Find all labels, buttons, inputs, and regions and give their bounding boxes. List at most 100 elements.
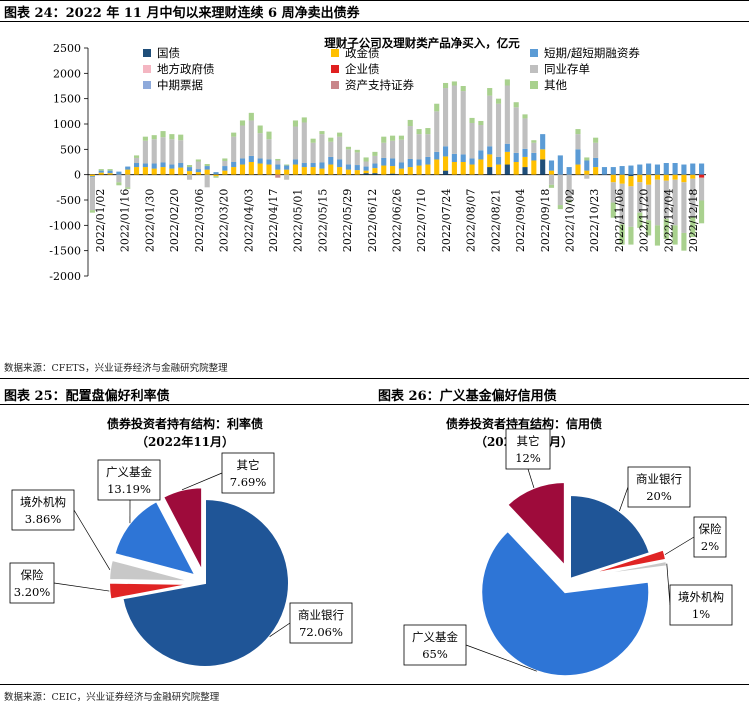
- bar-segment: [107, 169, 113, 171]
- bar-segment: [257, 163, 263, 175]
- pie-label-name: 保险: [21, 568, 44, 582]
- x-tick-label: 2022/01/02: [94, 189, 107, 252]
- bar-segment: [478, 159, 484, 175]
- bottom-header-bottom-rule: [0, 404, 749, 405]
- bar-segment: [593, 157, 599, 168]
- x-tick-label: 2022/03/20: [218, 189, 231, 252]
- x-tick-label: 2022/01/30: [143, 189, 156, 252]
- bar-segment: [275, 158, 281, 161]
- bar-segment: [469, 117, 475, 123]
- bar-segment: [407, 158, 413, 168]
- bar-segment: [522, 167, 528, 175]
- pie-label-box: [403, 624, 467, 666]
- x-tick-label: 2022/05/01: [292, 189, 305, 252]
- x-tick-label: 2022/09/18: [539, 189, 552, 252]
- bar-segment: [672, 179, 678, 226]
- pie-leader-line: [181, 472, 223, 491]
- bar-segment: [610, 174, 616, 183]
- bar-segment: [672, 163, 678, 175]
- x-tick-label: 2022/03/06: [193, 189, 206, 252]
- bottom-header-top-rule: [0, 378, 749, 379]
- x-tick-label: 2022/06/26: [391, 189, 404, 252]
- figure-24-header: 图表 24：2022 年 11 月中旬以来理财连续 6 周净卖出债券: [0, 0, 749, 24]
- bar-segment: [504, 85, 510, 144]
- bar-segment: [513, 162, 519, 175]
- legend-label: 资产支持证券: [345, 78, 414, 92]
- bar-segment: [416, 165, 422, 175]
- bar-segment: [681, 182, 687, 233]
- x-tick-label: 2022/04/03: [242, 189, 255, 252]
- bar-segment: [310, 163, 316, 168]
- rate-bond-holder-pie-chart: 债券投资者持有结构：利率债 （2022年11月） 商业银行 72.06% 保险 3.20%…: [9, 416, 353, 668]
- bar-segment: [575, 149, 581, 165]
- bar-segment: [231, 136, 237, 162]
- bar-segment: [372, 173, 378, 175]
- y-tick-label: 0: [74, 169, 81, 182]
- bar-segment: [319, 168, 325, 175]
- bar-segment: [390, 135, 396, 141]
- pie-label-name: 商业银行: [298, 608, 344, 622]
- bar-segment: [646, 220, 652, 236]
- bar-segment: [478, 150, 484, 160]
- bar-segment: [584, 160, 590, 171]
- bar-segment: [504, 79, 510, 86]
- legend-swatch: [530, 49, 538, 57]
- legend-label: 其他: [544, 78, 567, 92]
- bar-segment: [178, 134, 184, 141]
- bar-segment: [398, 135, 404, 140]
- bar-segment: [487, 146, 493, 155]
- bar-segment: [699, 163, 705, 175]
- bar-segment: [504, 151, 510, 165]
- legend-entry: 政金债: [331, 46, 380, 60]
- bar-segment: [593, 137, 599, 143]
- bar-segment: [495, 98, 502, 104]
- bar-segment: [89, 174, 95, 177]
- figure-24-source: 数据来源：CFETS，兴业证券经济与金融研究院整理: [4, 363, 228, 374]
- y-tick-label: 1500: [53, 93, 81, 106]
- bar-segment: [142, 136, 148, 141]
- bar-segment: [213, 174, 219, 177]
- bar-segment: [363, 161, 369, 167]
- bar-segment: [266, 164, 272, 175]
- bar-segment: [160, 167, 166, 175]
- bar-segment: [522, 148, 528, 157]
- bar-segment: [407, 167, 413, 175]
- bar-segment: [204, 166, 210, 170]
- y-tick-label: -2000: [49, 270, 81, 283]
- bar-segment: [531, 142, 537, 153]
- bar-segment: [531, 160, 537, 175]
- legend-swatch: [143, 49, 151, 57]
- bar-segment: [116, 182, 122, 186]
- pie-label-box: [669, 584, 733, 626]
- bar-segment: [98, 170, 104, 173]
- bar-segment: [442, 82, 449, 89]
- bar-segment: [151, 139, 157, 164]
- bar-segment: [531, 152, 537, 161]
- x-tick-label: 2022/10/23: [588, 189, 601, 252]
- bar-segment: [699, 200, 705, 224]
- bar-segment: [398, 168, 404, 175]
- bar-segment: [557, 174, 563, 206]
- bar-segment: [442, 146, 449, 157]
- header-top-rule: [0, 0, 749, 1]
- pie-label-name: 其它: [237, 458, 260, 472]
- bar-segment: [169, 139, 175, 165]
- bar-segment: [292, 164, 299, 175]
- bar-segment: [487, 95, 493, 147]
- pie-slice: [569, 493, 652, 581]
- legend-entry: 同业存单: [530, 62, 590, 76]
- legend-label: 政金债: [345, 46, 380, 60]
- bar-segment: [275, 160, 281, 165]
- bar-segment: [345, 149, 352, 165]
- bar-segment: [628, 174, 634, 177]
- y-tick-label: 2500: [53, 42, 81, 55]
- legend-label: 地方政府债: [157, 62, 215, 76]
- bar-segment: [610, 182, 616, 203]
- pie-label-value: 12%: [515, 451, 541, 465]
- pie-slice: [113, 499, 198, 578]
- bar-segment: [619, 174, 625, 184]
- x-tick-label: 2022/07/10: [415, 189, 428, 252]
- bar-segment: [460, 162, 466, 175]
- bar-segment: [107, 173, 113, 175]
- bar-segment: [469, 164, 475, 175]
